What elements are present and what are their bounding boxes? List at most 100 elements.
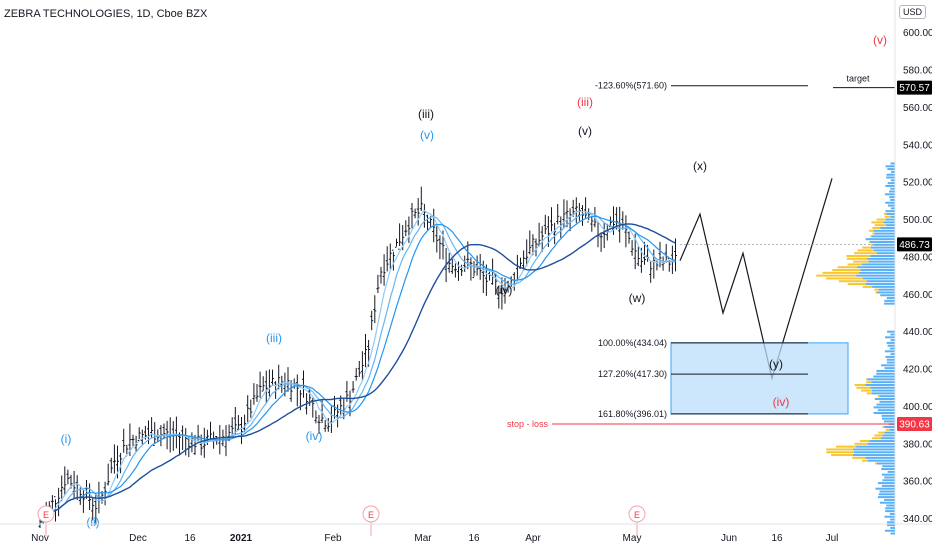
volume-bar-yellow [859,440,870,443]
volume-bar-blue [883,420,895,423]
volume-bar-blue [884,299,895,302]
volume-bar-blue [868,260,895,263]
volume-bar-blue [865,238,895,241]
volume-bar-blue [871,381,895,384]
volume-bar-yellow [875,291,878,294]
volume-bar-blue [887,182,895,185]
y-tick-label: 380.00 [903,439,932,450]
currency-badge[interactable]: USD [898,5,926,19]
wave-label: (iv) [306,429,323,443]
wave-label: (iv) [496,283,513,297]
volume-bar-blue [887,330,895,333]
volume-bar-blue [883,221,895,224]
volume-bar-blue [890,518,895,521]
volume-bar-blue [886,341,895,344]
volume-bar-yellow [832,269,861,272]
wave-label: (x) [693,159,707,173]
wave-label: (v) [420,128,434,142]
volume-bar-blue [886,504,895,507]
volume-bar-blue [887,344,895,347]
volume-bar-yellow [852,456,866,459]
volume-bar-blue [889,190,895,193]
price-badge-label: 486.73 [899,240,930,251]
wave-label: (ii) [86,515,99,529]
volume-bar-blue [886,173,895,176]
volume-bar-blue [876,252,895,255]
volume-bar-blue [887,524,895,527]
volume-bar-yellow [885,428,890,431]
volume-bar-blue [853,451,895,454]
volume-bar-blue [880,437,895,440]
price-badge: 570.57 [897,80,932,95]
volume-bar-blue [890,162,895,165]
earnings-marker[interactable]: E [362,505,380,536]
volume-bar-blue [885,224,895,227]
volume-bar-yellow [866,381,872,384]
volume-bar-blue [879,400,895,403]
volume-bar-blue [880,226,895,229]
volume-bar-blue [881,468,895,471]
volume-bar-blue [890,532,895,535]
volume-bar-blue [887,204,895,207]
x-tick-label: 16 [468,533,480,544]
y-tick-label: 520.00 [903,178,932,189]
volume-bar-yellow [856,386,871,389]
volume-bar-blue [889,347,895,350]
fib-target-box [670,342,849,415]
volume-bar-blue [876,462,895,465]
y-tick-label: 600.00 [903,28,932,39]
x-tick-label: May [623,533,642,544]
volume-bar-yellow [884,212,887,215]
volume-bar-yellow [837,266,858,269]
volume-bar-blue [856,274,895,277]
volume-bar-yellow [854,442,868,445]
x-tick-label: Jul [826,533,839,544]
volume-bar-blue [887,470,895,473]
volume-bar-blue [873,406,895,409]
volume-bar-yellow [847,263,863,266]
volume-bar-blue [886,361,895,364]
fib-level-label: 127.20%(417.30) [598,369,667,379]
ma-long-line [39,223,676,524]
volume-bar-blue [862,277,895,280]
volume-bar-blue [881,414,895,417]
volume-bar-blue [889,428,895,431]
volume-bar-yellow [885,210,886,213]
volume-bar-yellow [872,226,881,229]
volume-bar-yellow [882,426,885,429]
volume-bar-yellow [872,437,881,440]
volume-bar-blue [870,240,895,243]
volume-bar-blue [890,353,895,356]
y-tick-label: 340.00 [903,514,932,525]
volume-bar-blue [879,501,895,504]
volume-bar-blue [873,229,895,232]
volume-bar-blue [881,364,895,367]
wave-label: (iii) [577,95,593,109]
volume-bar-yellow [846,257,868,260]
volume-bar-yellow [835,445,857,448]
y-tick-label: 560.00 [903,103,932,114]
volume-bar-blue [885,529,895,532]
volume-bar-blue [890,333,895,336]
volume-bar-blue [889,196,895,199]
volume-bar-yellow [874,434,883,437]
volume-bar-yellow [870,243,875,246]
wave-label: (iv) [773,395,790,409]
volume-bar-blue [877,482,895,485]
volume-bar-blue [852,448,895,451]
x-tick-label: Dec [129,533,147,544]
volume-bar-blue [886,176,895,179]
volume-bar-blue [874,397,895,400]
earnings-marker[interactable]: E [37,505,55,536]
volume-bar-blue [886,358,895,361]
earnings-marker[interactable]: E [628,505,646,536]
volume-bar-blue [876,369,895,372]
y-tick-label: 480.00 [903,252,932,263]
price-badge: 486.73 [897,237,932,252]
volume-bar-blue [884,426,895,429]
volume-bar-blue [862,263,895,266]
wave-label: (v) [578,124,592,138]
volume-bar-blue [887,168,895,171]
